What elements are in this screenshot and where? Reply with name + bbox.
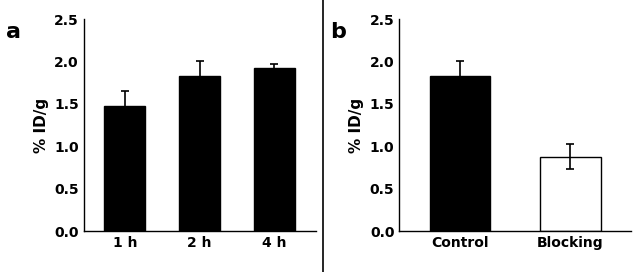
Text: b: b	[330, 22, 346, 42]
Text: a: a	[6, 22, 21, 42]
Bar	[179, 76, 220, 231]
Bar	[540, 156, 601, 231]
Y-axis label: % ID/g: % ID/g	[349, 98, 364, 153]
Bar	[254, 68, 295, 231]
Bar	[430, 76, 490, 231]
Y-axis label: % ID/g: % ID/g	[33, 98, 48, 153]
Bar	[104, 106, 146, 231]
